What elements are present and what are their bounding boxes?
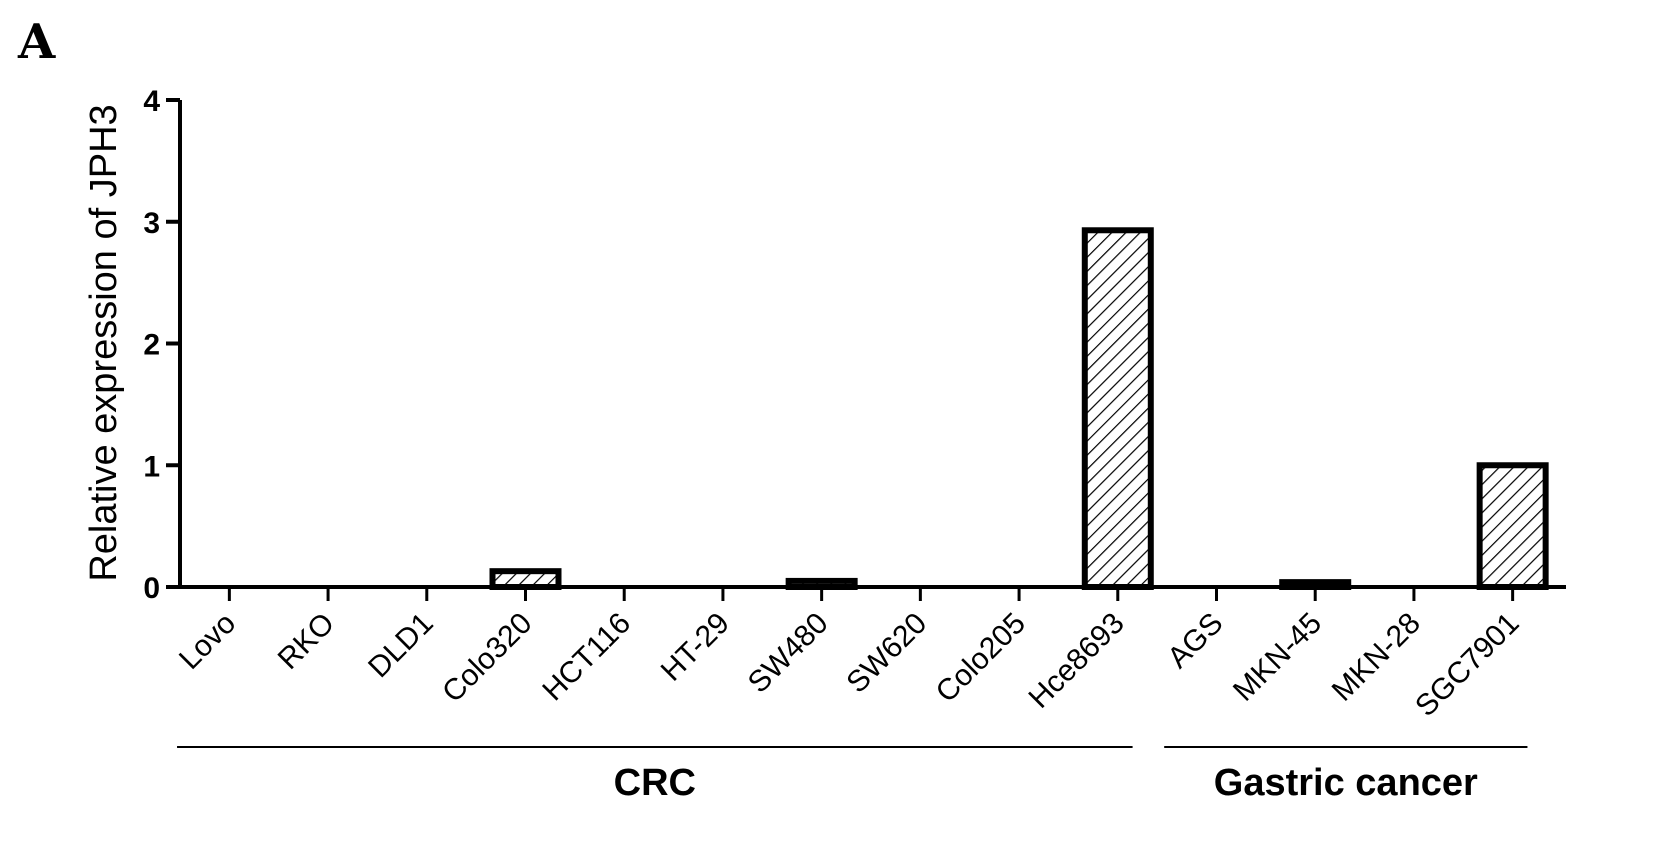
y-tick-label: 0 xyxy=(143,572,160,605)
y-axis-label: Relative expression of JPH3 xyxy=(83,104,125,581)
category-groups: CRC Gastric cancer xyxy=(177,746,1528,804)
x-tick-label: MKN-28 xyxy=(1326,607,1427,708)
y-tick-label: 3 xyxy=(143,207,160,240)
x-tick-label: Colo205 xyxy=(930,607,1032,709)
panel-label: A xyxy=(17,14,56,70)
x-tick-label: SGC7901 xyxy=(1409,607,1525,723)
x-tick-label: SW620 xyxy=(840,607,933,700)
x-tick-label: Hce8693 xyxy=(1022,607,1130,715)
bars xyxy=(489,227,1549,591)
bar-hce8693 xyxy=(1081,227,1154,591)
x-tick-label: HCT116 xyxy=(536,607,637,708)
group-label: Gastric cancer xyxy=(1214,762,1478,804)
x-tick-label: SW480 xyxy=(742,607,835,700)
x-tick-label: HT-29 xyxy=(655,607,736,688)
y-tick-label: 4 xyxy=(143,85,160,118)
y-tick-label: 2 xyxy=(143,329,160,362)
x-tick-label: Colo320 xyxy=(436,607,538,709)
bar-colo320 xyxy=(489,568,562,590)
x-tick-label: RKO xyxy=(272,607,341,676)
x-tick-label: AGS xyxy=(1161,607,1229,675)
x-tick-label: DLD1 xyxy=(362,607,440,685)
x-tick-label: MKN-45 xyxy=(1227,607,1328,708)
group-label: CRC xyxy=(614,762,696,804)
x-tick-label: Lovo xyxy=(173,607,242,676)
y-axis: 0 1 2 3 4 xyxy=(143,85,182,605)
y-tick-label: 1 xyxy=(143,450,160,483)
bar-sgc7901 xyxy=(1476,462,1549,590)
